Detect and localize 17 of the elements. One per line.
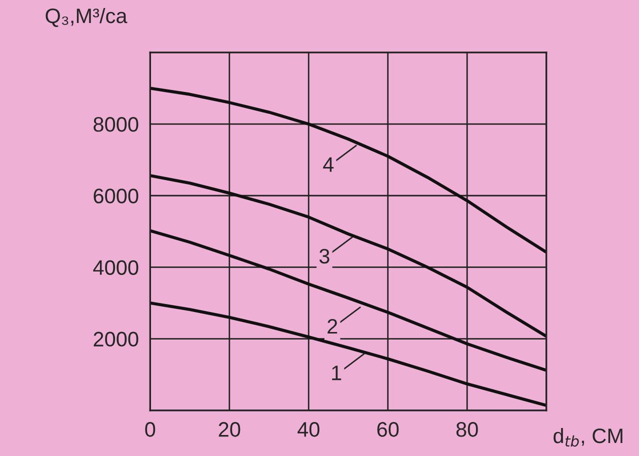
annotation: 2: [328, 318, 338, 334]
x-tick-label: 20: [218, 422, 240, 437]
y-tick-label: 2000: [94, 332, 138, 347]
annotation: 4: [323, 157, 334, 172]
annotation: 1: [332, 366, 342, 380]
x-tick-label: 40: [298, 422, 320, 437]
x-axis-title: d$_{tb}$, CM: [554, 428, 622, 447]
line-series: [150, 301, 546, 407]
y-axis-title: Q₃,M³/ca: [46, 8, 128, 27]
y-tick-label: 4000: [93, 260, 138, 275]
x-tick-label: 80: [456, 422, 478, 437]
x-tick-label: 60: [377, 422, 399, 437]
x-tick-label: 0: [145, 422, 156, 437]
line-series: [150, 174, 546, 338]
y-tick-label: 6000: [94, 188, 138, 204]
annotation: 3: [319, 248, 330, 264]
y-tick-label: 8000: [94, 117, 138, 132]
